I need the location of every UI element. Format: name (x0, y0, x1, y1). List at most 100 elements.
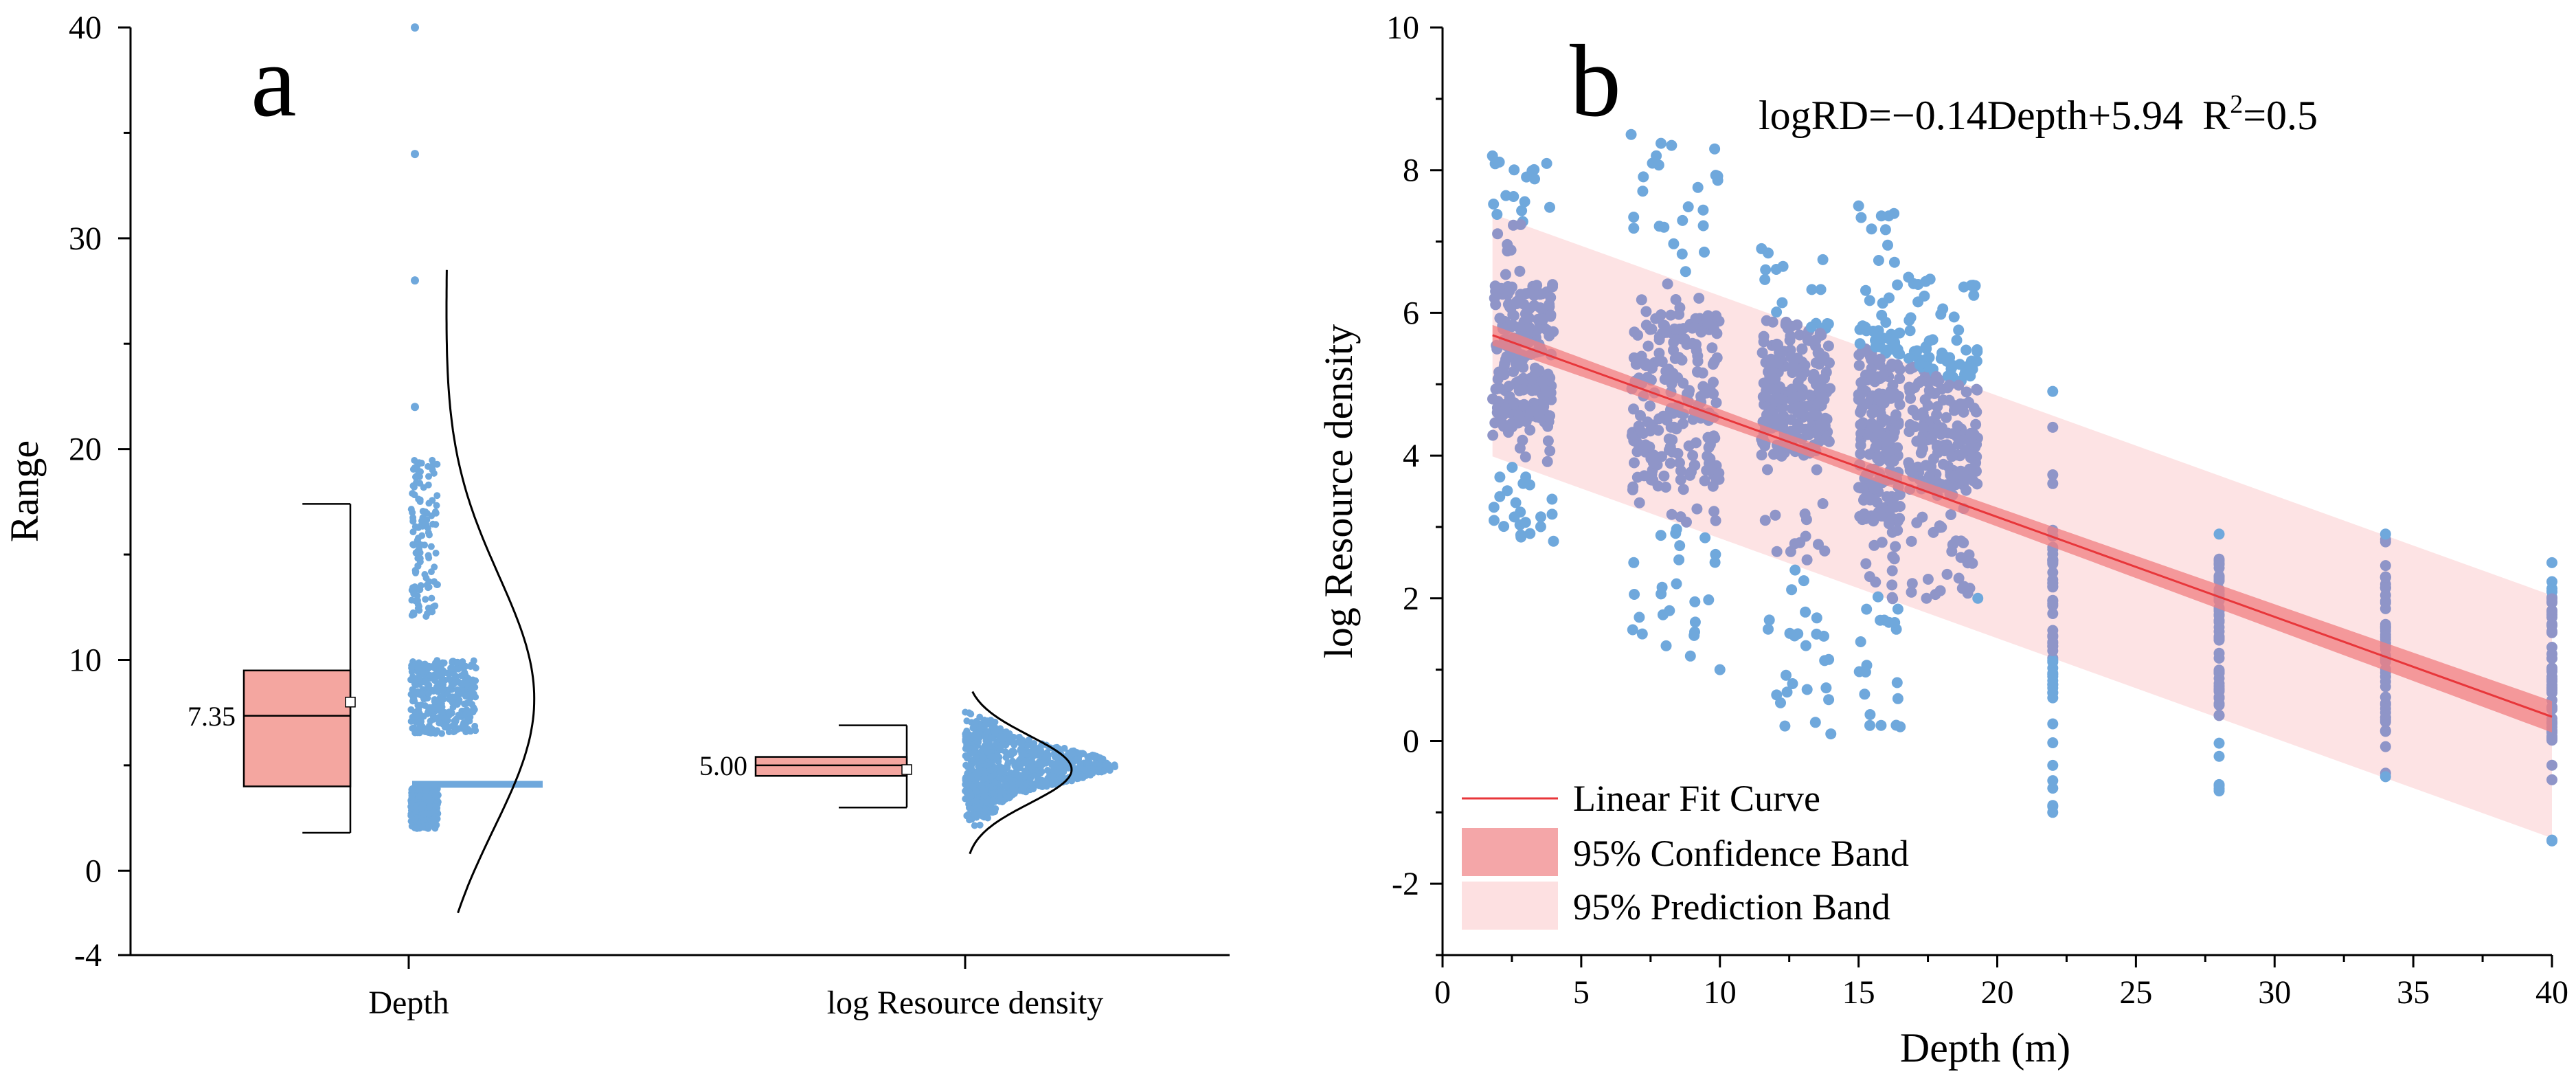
scatter-point (1628, 223, 1640, 234)
scatter-point (1515, 289, 1526, 300)
depth-point (409, 584, 416, 592)
logrd-point (982, 798, 990, 806)
scatter-point (1953, 379, 1965, 391)
scatter-point (1968, 289, 1980, 301)
scatter-point (1487, 150, 1498, 161)
depth-outlier-point (411, 23, 419, 32)
scatter-point (2380, 528, 2391, 540)
scatter-point (1663, 363, 1675, 375)
scatter-point (2380, 597, 2391, 609)
scatter-point (2380, 712, 2391, 723)
r-squared-value: =0.5 (2243, 93, 2318, 138)
scatter-point (2546, 653, 2557, 664)
depth-point (444, 724, 452, 731)
scatter-point (1799, 508, 1811, 519)
legend-prediction-swatch (1462, 882, 1558, 930)
r-squared-exponent: 2 (2230, 90, 2243, 119)
scatter-point (1808, 368, 1820, 380)
logrd-point (1061, 745, 1068, 752)
logrd-point (990, 718, 997, 726)
scatter-point (1955, 552, 1967, 563)
scatter-point (1513, 375, 1525, 387)
panel-b-x-axis-label: Depth (m) (1900, 1025, 2070, 1071)
scatter-point (1493, 396, 1504, 407)
scatter-point (1938, 458, 1949, 470)
scatter-point (1488, 502, 1500, 513)
panel-a-category-depth: Depth (368, 985, 449, 1021)
scatter-point (1890, 409, 1901, 421)
logrd-point (983, 728, 991, 735)
scatter-point (2047, 478, 2059, 489)
scatter-point (1895, 721, 1906, 732)
depth-point (433, 660, 440, 667)
logrd-point (1025, 737, 1032, 744)
scatter-point (1660, 640, 1672, 651)
scatter-point (1923, 352, 1935, 363)
scatter-point (1971, 355, 1982, 367)
scatter-point (2047, 682, 2059, 694)
scatter-point (1637, 428, 1649, 439)
scatter-point (1792, 319, 1803, 330)
scatter-point (1856, 346, 1868, 358)
scatter-point (1697, 204, 1709, 216)
depth-point (416, 586, 424, 594)
scatter-point (1508, 399, 1519, 410)
scatter-point (1809, 409, 1821, 421)
scatter-point (1509, 511, 1520, 523)
scatter-point (1860, 558, 1872, 570)
scatter-point (1760, 264, 1772, 276)
scatter-point (1860, 491, 1872, 502)
box (242, 669, 352, 787)
panel-b-letter: b (1570, 24, 1621, 138)
scatter-point (1819, 655, 1831, 666)
scatter-point (1689, 596, 1701, 607)
depth-point (428, 594, 436, 602)
depth-point (465, 708, 473, 715)
scatter-point (1884, 388, 1896, 399)
scatter-point (1708, 506, 1720, 517)
scatter-point (1920, 276, 1932, 287)
scatter-point (2047, 608, 2059, 619)
depth-point (432, 549, 440, 557)
logrd-point (966, 816, 973, 824)
scatter-point (2380, 726, 2391, 737)
depth-point (418, 532, 426, 539)
depth-point (425, 689, 433, 697)
scatter-point (1917, 421, 1929, 433)
scatter-point (1671, 524, 1682, 535)
scatter-point (1820, 682, 1832, 694)
depth-point (407, 676, 415, 684)
scatter-point (1546, 493, 1558, 505)
scatter-point (1965, 437, 1976, 449)
scatter-point (1488, 199, 1500, 210)
scatter-point (1490, 299, 1502, 311)
depth-point (414, 664, 422, 671)
logrd-point (1009, 757, 1017, 765)
scatter-point (1673, 352, 1685, 363)
depth-point (422, 508, 429, 515)
scatter-point (1548, 326, 1559, 337)
logrd-point (965, 800, 973, 808)
scatter-point (1802, 334, 1814, 346)
scatter-point (1544, 201, 1555, 213)
logrd-point (997, 788, 1004, 796)
depth-point (415, 691, 422, 698)
scatter-point (1634, 612, 1645, 623)
scatter-point (1803, 429, 1814, 440)
x-tick-label: 0 (1434, 974, 1451, 1011)
scatter-point (1886, 579, 1898, 591)
median-label: 7.35 (188, 701, 236, 732)
scatter-point (1704, 439, 1716, 450)
scatter-point (1662, 278, 1673, 290)
scatter-point (1638, 171, 1649, 183)
scatter-point (1699, 246, 1710, 258)
scatter-point (1866, 369, 1877, 381)
y-tick-label: 20 (69, 432, 102, 468)
scatter-point (2047, 645, 2059, 657)
scatter-point (1855, 212, 1867, 223)
depth-point (430, 816, 438, 823)
scatter-point (2380, 560, 2391, 572)
scatter-point (1710, 515, 1721, 526)
depth-point (462, 693, 469, 700)
scatter-point (1859, 688, 1871, 700)
